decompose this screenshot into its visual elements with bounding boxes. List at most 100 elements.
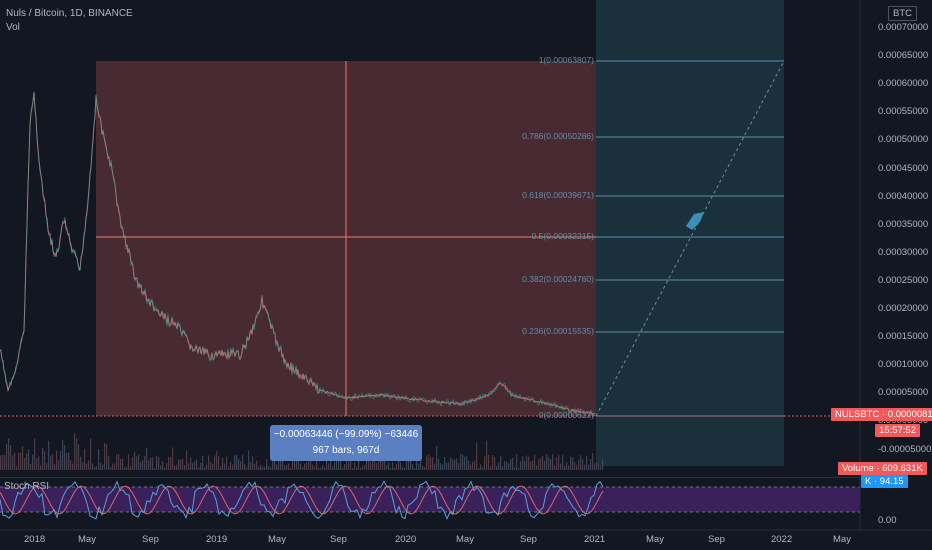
symbol-legend[interactable]: Nuls / Bitcoin, 1D, BINANCE — [6, 8, 133, 19]
volume-bar — [106, 444, 108, 470]
volume-bar — [18, 452, 20, 470]
fib-price: (0.00000623) — [543, 410, 594, 420]
volume-bar — [562, 455, 564, 470]
volume-bar — [508, 463, 510, 470]
volume-bar — [208, 455, 210, 470]
volume-bar — [228, 466, 230, 470]
volume-bar — [214, 455, 216, 470]
volume-bar — [280, 454, 282, 470]
volume-bar — [546, 454, 548, 470]
time-label: 2018 — [24, 534, 46, 545]
volume-bar — [386, 465, 388, 470]
volume-bar — [360, 467, 362, 470]
volume-bar — [426, 455, 428, 470]
volume-bar — [98, 449, 100, 470]
fib-ratio: 0.618 — [522, 190, 544, 200]
volume-bar — [30, 464, 32, 470]
volume-bar — [198, 466, 200, 470]
currency-badge[interactable]: BTC — [888, 6, 917, 21]
volume-bar — [288, 463, 290, 470]
volume-bar — [254, 463, 256, 470]
volume-bar — [158, 456, 160, 470]
volume-bar — [96, 466, 98, 470]
volume-bar — [178, 459, 180, 470]
volume-bar — [64, 444, 66, 470]
volume-bar — [194, 461, 196, 470]
volume-bar — [274, 458, 276, 470]
volume-bar — [44, 451, 46, 470]
volume-bar — [232, 464, 234, 470]
fib-price: (0.00039671) — [543, 190, 594, 200]
volume-bar — [524, 460, 526, 470]
price-tick: 0.00040000 — [878, 190, 929, 202]
volume-bar — [594, 463, 596, 470]
volume-bar — [298, 459, 300, 470]
price-tick: 0.00060000 — [878, 78, 929, 90]
volume-bar — [368, 454, 370, 470]
volume-bar — [558, 454, 560, 470]
volume-bar — [88, 460, 90, 470]
volume-bar — [592, 452, 594, 470]
volume-bar — [82, 462, 84, 470]
volume-bar — [150, 457, 152, 470]
volume-bar — [444, 457, 446, 470]
volume-bar — [168, 457, 170, 470]
volume-bar — [382, 460, 384, 470]
time-label: 2021 — [584, 534, 606, 545]
volume-bar — [66, 453, 68, 470]
volume-bar — [182, 458, 184, 470]
volume-bar — [370, 462, 372, 470]
volume-bar — [72, 463, 74, 470]
volume-bar — [162, 461, 164, 470]
price-tick: 0.00070000 — [878, 22, 929, 33]
volume-bar — [540, 457, 542, 470]
volume-bar — [114, 463, 116, 470]
volume-bar — [410, 455, 412, 470]
rsi-legend[interactable]: Stoch RSI — [4, 481, 50, 492]
volume-bar — [296, 460, 298, 470]
volume-bar — [244, 463, 246, 470]
volume-bar — [342, 467, 344, 470]
volume-bar — [100, 462, 102, 470]
volume-bar — [188, 463, 190, 470]
volume-bar — [120, 459, 122, 470]
price-tick: -0.00005000 — [878, 443, 932, 455]
volume-bar — [250, 462, 252, 470]
volume-legend[interactable]: Vol — [6, 22, 20, 33]
volume-bar — [70, 460, 72, 470]
price-tick: 0.00035000 — [878, 218, 929, 230]
volume-bar — [122, 458, 124, 470]
volume-bar — [152, 457, 154, 470]
volume-bar — [394, 467, 396, 470]
volume-bar — [442, 464, 444, 470]
volume-bar — [332, 466, 334, 470]
fib-ratio: 0 — [538, 410, 544, 420]
rsi-tag-value: 94.15 — [879, 476, 904, 487]
fib-price: (0.00032215) — [543, 231, 594, 241]
volume-bar — [222, 457, 224, 470]
projection-trend-line[interactable] — [595, 60, 785, 417]
volume-bar — [484, 456, 486, 470]
price-tick: 0.00015000 — [878, 331, 929, 343]
volume-bar — [176, 464, 178, 470]
time-label: 2022 — [771, 534, 793, 545]
volume-bar — [446, 462, 448, 470]
volume-bar — [340, 458, 342, 470]
volume-bar — [598, 465, 600, 470]
volume-bar — [384, 454, 386, 470]
volume-bar — [374, 457, 376, 470]
rsi-tag: K · 94.15 — [861, 475, 908, 488]
volume-bar — [436, 446, 438, 470]
volume-bar — [2, 454, 4, 470]
volume-bar — [460, 454, 462, 470]
projection-zone — [596, 0, 784, 466]
volume-bar — [148, 460, 150, 470]
volume-bar — [294, 458, 296, 470]
fib-ratio: 0.786 — [522, 131, 544, 141]
volume-bar — [348, 461, 350, 470]
arrow-marker-icon — [686, 212, 704, 230]
volume-bar — [488, 454, 490, 470]
volume-bar — [514, 467, 516, 470]
volume-bar — [42, 447, 44, 470]
